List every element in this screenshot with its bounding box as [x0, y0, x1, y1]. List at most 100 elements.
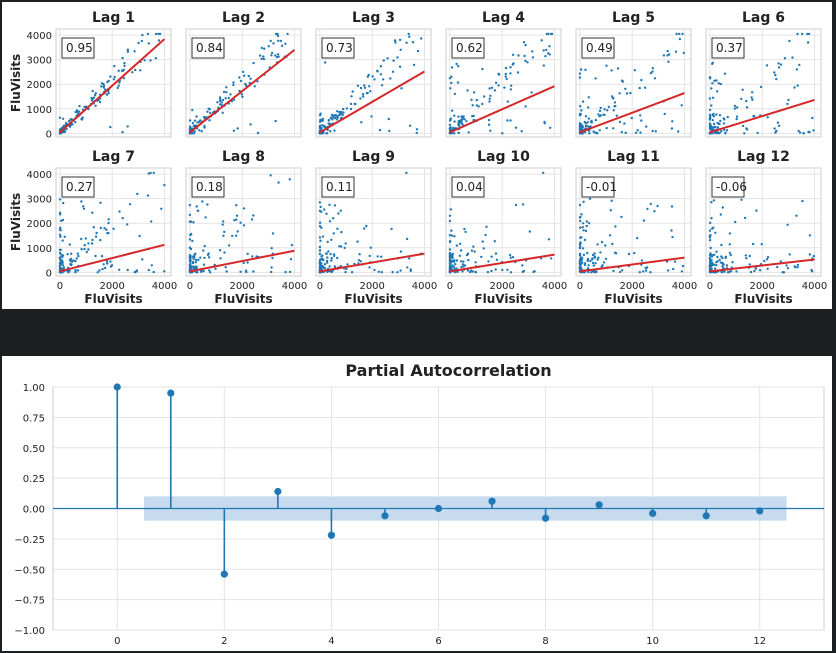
- scatter-point: [579, 105, 582, 108]
- scatter-point: [363, 84, 366, 87]
- scatter-point: [582, 200, 585, 203]
- scatter-point: [390, 227, 393, 231]
- scatter-point: [318, 225, 322, 228]
- scatter-point: [588, 132, 591, 135]
- x-tick-label: 0: [317, 281, 323, 292]
- scatter-point: [649, 202, 652, 206]
- scatter-point: [735, 117, 738, 121]
- scatter-point: [339, 112, 342, 116]
- scatter-point: [323, 208, 326, 211]
- scatter-point: [612, 97, 615, 100]
- scatter-point: [105, 93, 109, 96]
- scatter-point: [203, 244, 206, 248]
- scatter-point: [651, 129, 654, 133]
- scatter-point: [338, 110, 341, 114]
- x-tick-label: 2000: [749, 281, 774, 292]
- x-tick-label: 4000: [282, 281, 307, 292]
- scatter-point: [368, 266, 371, 269]
- scatter-point: [388, 129, 391, 133]
- scatter-point: [83, 243, 87, 247]
- scatter-point: [188, 266, 192, 270]
- scatter-point: [759, 85, 763, 89]
- scatter-point: [363, 86, 367, 90]
- scatter-point: [80, 118, 84, 121]
- scatter-point: [288, 270, 292, 274]
- scatter-point: [209, 111, 212, 115]
- scatter-point: [629, 91, 632, 95]
- scatter-point: [318, 245, 322, 249]
- scatter-point: [480, 255, 483, 259]
- scatter-point: [262, 57, 266, 61]
- scatter-point: [150, 220, 153, 223]
- scatter-point: [493, 240, 496, 243]
- y-tick-label: −0.75: [14, 596, 45, 607]
- scatter-point: [586, 259, 589, 263]
- scatter-point: [62, 201, 65, 205]
- scatter-point: [581, 100, 585, 103]
- scatter-point: [59, 198, 62, 201]
- corr-label: -0.01: [586, 180, 617, 194]
- scatter-point: [60, 219, 63, 222]
- scatter-point: [270, 54, 273, 57]
- scatter-point: [195, 205, 198, 208]
- scatter-point: [243, 74, 246, 77]
- scatter-point: [270, 247, 273, 250]
- scatter-point: [470, 269, 473, 272]
- scatter-point: [708, 258, 712, 261]
- scatter-point: [586, 124, 589, 128]
- lag-subplot: 0.49 Lag 5: [575, 10, 692, 138]
- x-axis-label: FluVisits: [84, 292, 142, 306]
- scatter-point: [481, 102, 484, 106]
- scatter-point: [379, 73, 383, 76]
- scatter-point: [542, 49, 545, 52]
- scatter-point: [405, 171, 408, 175]
- scatter-point: [791, 56, 794, 59]
- scatter-point: [146, 194, 150, 197]
- scatter-point: [325, 212, 328, 215]
- corr-label-box: [61, 37, 95, 59]
- scatter-point: [58, 264, 62, 268]
- scatter-point: [325, 132, 328, 135]
- scatter-point: [521, 203, 525, 206]
- scatter-point: [636, 236, 639, 240]
- scatter-point: [123, 64, 126, 68]
- scatter-point: [152, 270, 155, 274]
- subplot-title: Lag 9: [352, 149, 395, 165]
- scatter-point: [663, 112, 666, 116]
- scatter-point: [461, 123, 464, 126]
- scatter-point: [332, 217, 335, 220]
- scatter-point: [80, 237, 83, 241]
- scatter-point: [449, 208, 453, 211]
- scatter-point: [122, 68, 126, 72]
- scatter-point: [598, 129, 601, 132]
- scatter-point: [405, 237, 409, 241]
- scatter-point: [710, 261, 714, 264]
- scatter-point: [102, 263, 105, 266]
- scatter-point: [399, 250, 403, 253]
- scatter-point: [630, 116, 633, 120]
- scatter-point: [710, 201, 713, 204]
- scatter-point: [126, 125, 129, 128]
- scatter-point: [325, 261, 329, 264]
- scatter-point: [359, 86, 363, 90]
- scatter-point: [543, 120, 546, 124]
- scatter-point: [530, 91, 533, 94]
- scatter-point: [681, 264, 685, 268]
- scatter-point: [94, 254, 97, 258]
- scatter-point: [141, 33, 144, 37]
- scatter-point: [448, 214, 452, 217]
- scatter-point: [504, 75, 507, 78]
- scatter-point: [457, 131, 460, 134]
- scatter-point: [471, 115, 474, 118]
- scatter-point: [720, 255, 723, 258]
- scatter-point: [668, 53, 671, 56]
- regression-line: [709, 258, 815, 273]
- scatter-point: [326, 240, 329, 244]
- scatter-point: [618, 92, 621, 95]
- scatter-point: [640, 119, 643, 122]
- corr-label: 0.49: [586, 41, 613, 55]
- scatter-point: [709, 221, 712, 225]
- scatter-point: [495, 258, 499, 261]
- scatter-point: [227, 244, 231, 247]
- scatter-point: [623, 122, 626, 125]
